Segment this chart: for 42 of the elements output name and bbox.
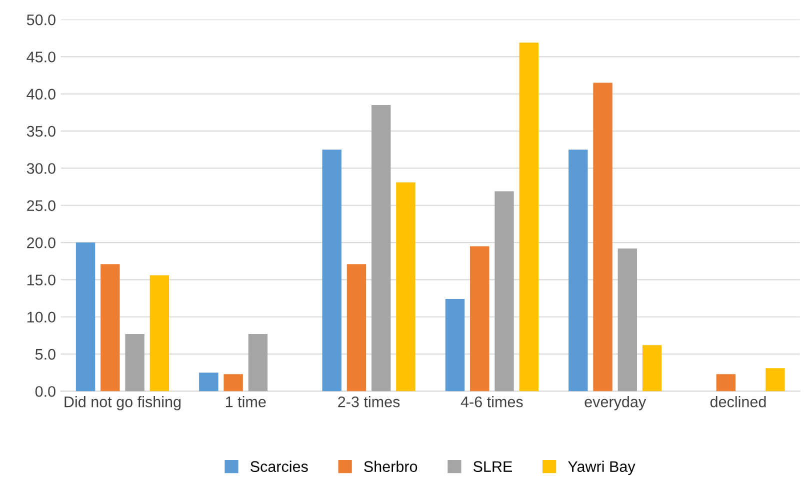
bar: [494, 191, 514, 392]
bar: [593, 82, 612, 392]
x-tick-label: everyday: [584, 396, 646, 410]
y-tick-label: 40.0: [26, 88, 56, 100]
legend-label: Yawri Bay: [568, 460, 636, 476]
legend-label: SLRE: [473, 461, 512, 472]
bar: [322, 150, 342, 392]
bar: [125, 334, 144, 392]
x-tick-label: 2-3 times: [338, 396, 400, 408]
bar: [199, 372, 218, 392]
bar: [716, 374, 736, 392]
y-tick-label: 15.0: [27, 274, 56, 286]
y-tick-label: 20.0: [27, 237, 56, 248]
bar: [642, 345, 662, 392]
bar: [150, 275, 170, 392]
bar: [371, 105, 391, 392]
legend-label: Scarcies: [250, 460, 308, 472]
bar: [248, 334, 268, 392]
bar: [445, 299, 465, 392]
y-tick-label: 25.0: [27, 200, 56, 212]
bar: [76, 242, 96, 392]
bar: [100, 264, 120, 392]
x-tick-label: 4-6 times: [460, 396, 523, 408]
legend-label: Sherbro: [364, 460, 418, 472]
x-tick-label: 1 time: [226, 396, 266, 408]
y-tick-label: 10.0: [27, 312, 56, 323]
bar: [470, 246, 490, 392]
y-tick-label: 45.0: [26, 52, 56, 62]
y-tick-label: 5.0: [35, 348, 56, 360]
x-tick-label: Did not go fishing: [64, 396, 181, 410]
bar: [224, 374, 243, 392]
y-tick-label: 35.0: [26, 126, 56, 137]
bar: [618, 248, 638, 392]
bar: [766, 368, 785, 392]
y-tick-label: 0.0: [35, 386, 56, 397]
bar: [396, 182, 416, 392]
bar: [346, 264, 366, 392]
y-tick-label: 50.0: [26, 14, 56, 26]
y-tick-label: 30.0: [26, 163, 56, 174]
bar: [519, 42, 538, 392]
x-tick-label: declined: [710, 396, 766, 408]
bar: [568, 150, 588, 392]
